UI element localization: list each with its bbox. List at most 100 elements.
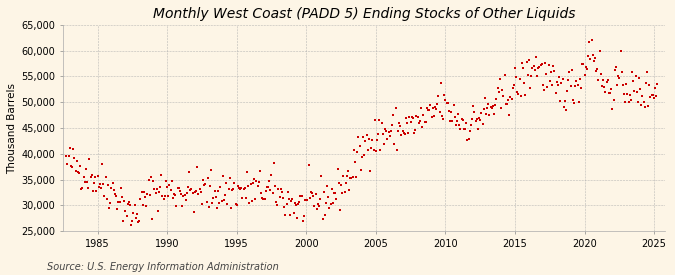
Point: [400, 116, 411, 121]
Point: [188, 209, 199, 214]
Point: [187, 190, 198, 195]
Point: [380, 126, 391, 131]
Point: [643, 103, 653, 108]
Point: [96, 186, 107, 191]
Point: [227, 188, 238, 192]
Point: [632, 100, 643, 104]
Point: [340, 181, 351, 186]
Point: [75, 164, 86, 169]
Point: [437, 116, 448, 121]
Point: [403, 131, 414, 136]
Point: [124, 200, 134, 204]
Point: [550, 91, 561, 95]
Point: [287, 197, 298, 202]
Point: [140, 195, 151, 199]
Point: [544, 79, 555, 84]
Point: [626, 70, 637, 74]
Point: [103, 183, 113, 187]
Point: [82, 180, 92, 184]
Point: [157, 194, 168, 198]
Point: [88, 180, 99, 185]
Point: [468, 104, 479, 108]
Point: [375, 147, 386, 152]
Point: [221, 181, 232, 186]
Point: [398, 131, 409, 135]
Point: [395, 124, 406, 128]
Point: [579, 72, 590, 77]
Point: [540, 61, 551, 65]
Point: [331, 197, 342, 201]
Point: [537, 82, 548, 87]
Point: [296, 194, 307, 199]
Point: [182, 191, 192, 195]
Point: [363, 137, 374, 141]
Point: [644, 82, 655, 87]
Point: [470, 119, 481, 123]
Point: [432, 102, 443, 106]
Point: [545, 70, 556, 74]
Point: [120, 208, 131, 213]
Point: [447, 119, 458, 123]
Point: [466, 116, 477, 121]
Point: [237, 196, 248, 200]
Point: [527, 66, 538, 70]
Point: [431, 106, 441, 111]
Point: [229, 181, 240, 186]
Point: [240, 186, 250, 190]
Point: [337, 191, 348, 195]
Point: [548, 64, 559, 68]
Point: [206, 167, 217, 172]
Point: [437, 113, 448, 118]
Point: [382, 137, 393, 141]
Point: [356, 155, 367, 159]
Point: [526, 74, 537, 78]
Point: [166, 178, 177, 183]
Point: [244, 201, 255, 205]
Point: [529, 67, 540, 72]
Point: [551, 80, 562, 84]
Point: [99, 194, 110, 198]
Point: [626, 98, 637, 102]
Point: [424, 108, 435, 112]
Point: [80, 180, 90, 184]
Point: [173, 186, 184, 191]
Point: [379, 142, 389, 146]
Point: [463, 136, 474, 141]
Point: [303, 163, 314, 167]
Point: [400, 131, 410, 136]
Point: [169, 192, 180, 196]
Point: [133, 220, 144, 224]
Point: [557, 77, 568, 81]
Point: [315, 197, 325, 202]
Point: [542, 85, 553, 89]
Point: [418, 113, 429, 117]
Point: [620, 100, 630, 104]
Point: [215, 185, 226, 189]
Point: [290, 201, 300, 206]
Point: [528, 64, 539, 68]
Point: [150, 191, 161, 195]
Point: [445, 119, 456, 123]
Point: [235, 186, 246, 191]
Point: [649, 86, 660, 90]
Point: [261, 184, 272, 189]
Point: [641, 80, 651, 85]
Point: [176, 191, 186, 196]
Point: [354, 144, 365, 148]
Point: [417, 125, 428, 130]
Point: [593, 78, 604, 82]
Point: [569, 101, 580, 105]
Point: [434, 109, 445, 114]
Point: [589, 55, 600, 60]
Point: [201, 200, 212, 204]
Point: [92, 174, 103, 178]
Point: [196, 202, 207, 207]
Point: [536, 62, 547, 66]
Point: [125, 203, 136, 207]
Point: [222, 202, 233, 207]
Point: [113, 200, 124, 205]
Point: [440, 98, 451, 102]
Point: [613, 74, 624, 79]
Point: [492, 86, 503, 90]
Point: [69, 156, 80, 160]
